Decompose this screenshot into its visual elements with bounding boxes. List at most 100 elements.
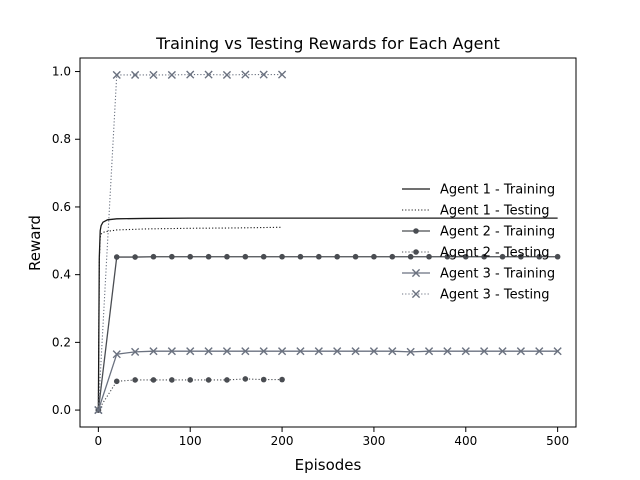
data-point [481,253,487,260]
data-point [371,253,377,260]
data-point [169,377,175,383]
series-agent-2-training [95,253,561,413]
data-point [316,253,322,260]
data-point [536,253,543,260]
data-point [369,347,379,356]
data-point [94,405,103,415]
x-tick-label: 400 [454,434,477,448]
plot-area [79,57,577,428]
data-point [535,347,544,356]
data-point [443,347,452,356]
data-point [224,377,230,383]
x-tick-label: 300 [362,434,385,448]
series-line [97,256,558,411]
data-point [131,347,140,356]
legend-marker [411,268,421,278]
x-tick-label: 200 [271,434,294,448]
data-point [242,253,249,260]
data-point [297,253,304,260]
legend-label: Agent 2 - Training [440,225,555,240]
x-tick-label: 500 [546,434,569,448]
y-tick-label: 0.6 [52,200,71,214]
data-point [204,70,213,79]
data-point [187,253,194,260]
y-tick-label: 0.4 [52,268,71,282]
data-point [259,70,268,79]
data-point [518,253,524,260]
data-point [260,253,267,260]
data-point [112,350,121,359]
series-line [97,378,283,411]
series-line [97,350,558,411]
data-point [150,253,157,260]
x-axis-ticks: 0 100 200 300 400 500 [95,427,569,448]
data-point [169,253,175,260]
data-point [277,70,287,79]
data-point [424,347,434,356]
y-tick-label: 0.2 [52,335,71,349]
legend-item: Agent 3 - Testing [402,288,550,303]
axes-frame [79,57,577,428]
series-agent-2-testing [95,376,285,413]
data-point [351,347,360,356]
legend: Agent 1 - Training Agent 1 - Testing Agent… [402,183,555,303]
data-point [480,347,489,356]
data-point [260,376,267,383]
data-point [112,70,121,80]
data-point [132,377,138,383]
data-point [352,253,359,260]
series-agent-1-testing [97,226,283,411]
data-point [516,347,525,356]
data-point [149,70,158,80]
data-point [241,70,250,79]
data-point [444,253,451,260]
data-point [389,253,396,260]
data-point [149,347,158,356]
data-point [167,347,176,356]
legend-item: Agent 2 - Training [402,225,555,240]
data-point [222,347,232,356]
data-point [132,254,138,260]
chart-title: Training vs Testing Rewards for Each Age… [155,34,500,53]
legend-label: Agent 3 - Testing [440,288,550,303]
legend-item: Agent 1 - Training [402,183,555,198]
series-agent-1-training [97,217,558,411]
data-point [186,347,195,356]
y-axis-label: Reward [26,215,44,271]
series-line [97,74,283,411]
data-point [186,70,195,79]
legend-item: Agent 3 - Training [402,267,555,282]
x-axis-label: Episodes [295,456,362,474]
legend-label: Agent 1 - Testing [440,204,550,219]
data-point [204,347,213,356]
data-point [296,347,305,356]
data-point [554,253,561,260]
x-tick-label: 100 [179,434,202,448]
y-tick-label: 1.0 [52,65,71,79]
data-point [462,253,469,260]
data-point [167,70,176,80]
data-point [150,377,157,383]
data-point [334,253,340,260]
y-axis-ticks: 0.0 0.2 0.4 0.6 0.8 1.0 [52,65,80,417]
data-point [499,253,506,260]
legend-marker [413,249,419,255]
legend-label: Agent 2 - Testing [440,246,550,261]
x-tick-label: 0 [95,434,103,448]
data-point [279,376,285,383]
data-point [131,70,140,80]
data-point [205,377,212,383]
series-line [97,226,283,411]
data-point [242,376,249,382]
legend-marker [413,228,419,234]
legend-marker [411,289,421,299]
data-point [314,347,323,356]
data-point [224,253,230,260]
data-point [426,253,432,260]
data-point [241,347,250,356]
legend-label: Agent 1 - Training [440,183,555,198]
data-point [498,347,507,356]
data-point [407,253,414,260]
legend-item: Agent 1 - Testing [402,204,550,219]
